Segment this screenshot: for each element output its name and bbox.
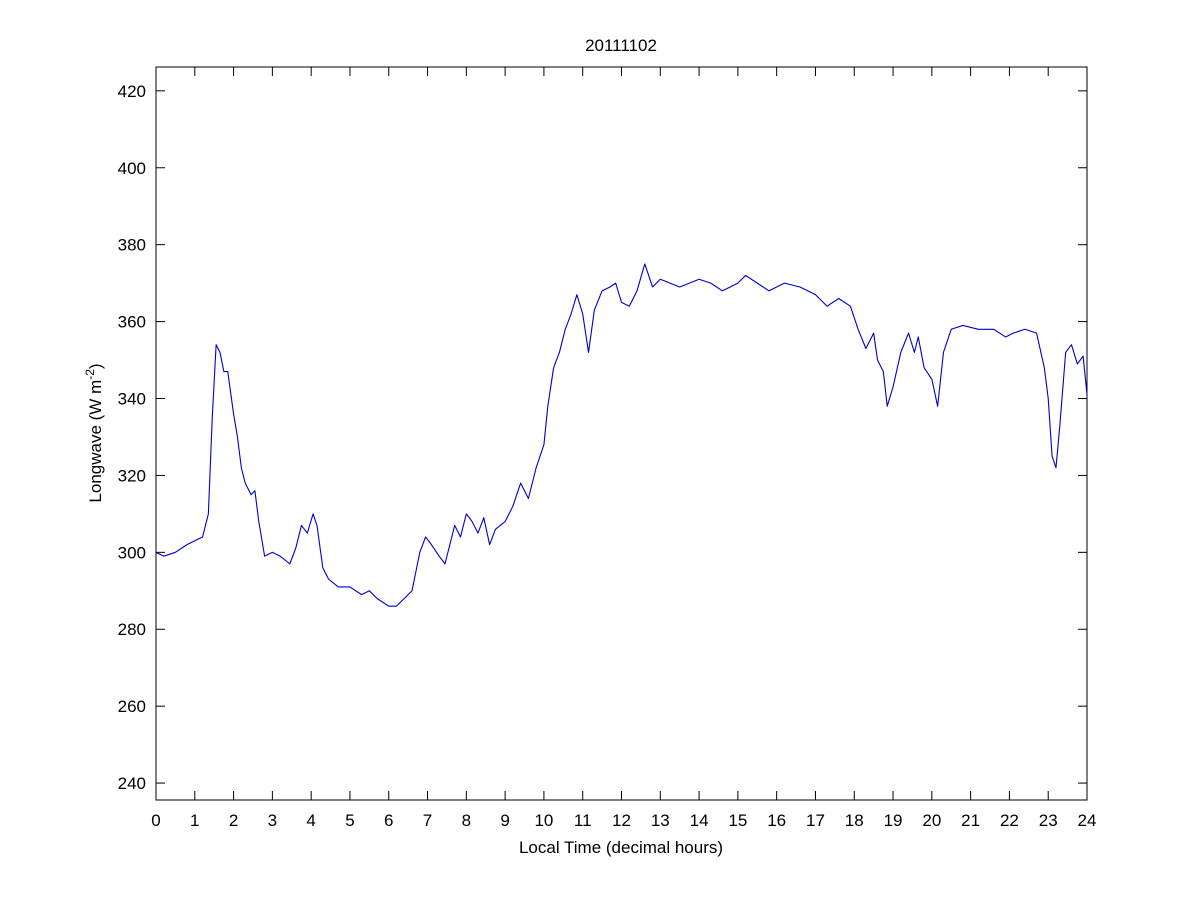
y-tick-label: 360 xyxy=(118,313,146,332)
x-axis-label: Local Time (decimal hours) xyxy=(519,838,723,857)
x-tick-label: 23 xyxy=(1039,811,1058,830)
y-tick-label: 320 xyxy=(118,466,146,485)
data-line xyxy=(155,263,1088,607)
y-label-text: Longwave (W m xyxy=(86,380,105,503)
x-tick-label: 4 xyxy=(306,811,315,830)
x-tick-label: 19 xyxy=(884,811,903,830)
x-tick-label: 3 xyxy=(268,811,277,830)
y-tick-label: 420 xyxy=(118,82,146,101)
y-tick-label: 300 xyxy=(118,543,146,562)
x-tick-label: 7 xyxy=(423,811,432,830)
x-tick-label: 9 xyxy=(500,811,509,830)
y-tick-label: 240 xyxy=(118,774,146,793)
x-tick-label: 0 xyxy=(151,811,160,830)
x-tick-label: 11 xyxy=(574,811,592,830)
x-tick-label: 21 xyxy=(961,811,980,830)
x-tick-label: 13 xyxy=(651,811,670,830)
y-axis-label: Longwave (W m-2) xyxy=(83,363,105,502)
x-tick-label: 1 xyxy=(190,811,199,830)
x-tick-label: 12 xyxy=(612,811,631,830)
chart-title: 20111102 xyxy=(585,36,657,55)
x-tick-label: 5 xyxy=(345,811,354,830)
x-tick-label: 8 xyxy=(462,811,471,830)
x-tick-label: 24 xyxy=(1078,811,1097,830)
y-tick-label: 340 xyxy=(118,390,146,409)
x-tick-label: 15 xyxy=(728,811,747,830)
x-tick-label: 6 xyxy=(384,811,393,830)
y-tick-label: 280 xyxy=(118,620,146,639)
plot-frame xyxy=(155,66,1088,801)
y-tick-label: 400 xyxy=(118,159,146,178)
x-tick-label: 17 xyxy=(806,811,825,830)
y-tick-label: 380 xyxy=(118,236,146,255)
x-tick-label: 22 xyxy=(1000,811,1019,830)
y-tick-label: 260 xyxy=(118,697,146,716)
x-tick-label: 2 xyxy=(229,811,238,830)
y-label-sup: -2 xyxy=(83,369,97,380)
x-tick-label: 20 xyxy=(922,811,941,830)
x-tick-label: 16 xyxy=(767,811,786,830)
x-tick-label: 18 xyxy=(845,811,864,830)
y-label-end: ) xyxy=(86,363,105,369)
x-tick-label: 14 xyxy=(690,811,709,830)
x-tick-label: 10 xyxy=(534,811,553,830)
